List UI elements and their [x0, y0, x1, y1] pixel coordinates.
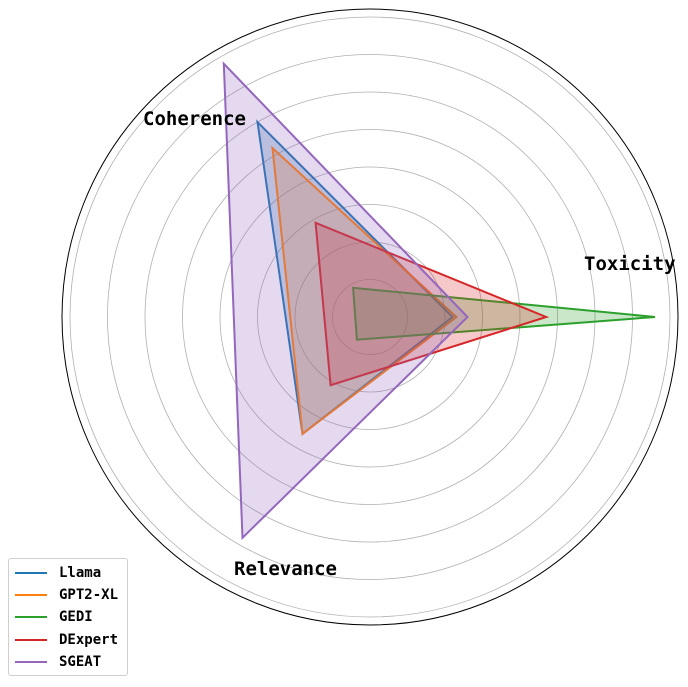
legend-label-gedi: GEDI [59, 609, 93, 625]
legend-item-gpt2-xl: GPT2-XL [15, 584, 118, 606]
grid-circle [144, 91, 596, 543]
legend-label-gpt2-xl: GPT2-XL [59, 587, 119, 603]
grid-circle [107, 54, 633, 580]
series-area-sgeat [223, 63, 468, 538]
legend: Llama GPT2-XL GEDI DExpert SGEAT [8, 558, 128, 676]
grid-circle [257, 204, 483, 430]
legend-item-sgeat: SGEAT [15, 651, 101, 673]
series-area-dexpert [315, 222, 547, 386]
legend-swatch-gpt2-xl [15, 594, 47, 596]
radial-grid [61, 8, 679, 626]
legend-label-dexpert: DExpert [59, 632, 119, 648]
grid-circle [219, 166, 521, 468]
legend-swatch-llama [15, 572, 47, 574]
grid-circle [69, 16, 671, 618]
series-line-llama [256, 119, 455, 436]
grid-circle [332, 279, 408, 355]
grid-circle [182, 129, 558, 505]
axis-label-relevance: Relevance [234, 558, 337, 580]
series-line-gedi [352, 286, 656, 341]
axis-label-toxicity: Toxicity [584, 253, 676, 275]
series-line-sgeat [222, 61, 469, 541]
legend-label-llama: Llama [59, 565, 102, 581]
series-area-llama [257, 122, 453, 434]
legend-swatch-sgeat [15, 661, 47, 663]
series-area-gpt2-xl [272, 148, 457, 434]
legend-swatch-gedi [15, 616, 47, 618]
series-line-gpt2-xl [271, 145, 458, 436]
series-layer [222, 61, 656, 541]
legend-item-dexpert: DExpert [15, 629, 118, 651]
legend-item-llama: Llama [15, 562, 101, 584]
series-line-dexpert [314, 221, 550, 387]
legend-label-sgeat: SGEAT [59, 654, 102, 670]
axis-label-coherence: Coherence [143, 108, 246, 130]
polar-frame [61, 8, 679, 626]
legend-item-gedi: GEDI [15, 606, 93, 628]
legend-swatch-dexpert [15, 639, 47, 641]
grid-circle [294, 241, 446, 393]
series-area-gedi [353, 287, 655, 340]
